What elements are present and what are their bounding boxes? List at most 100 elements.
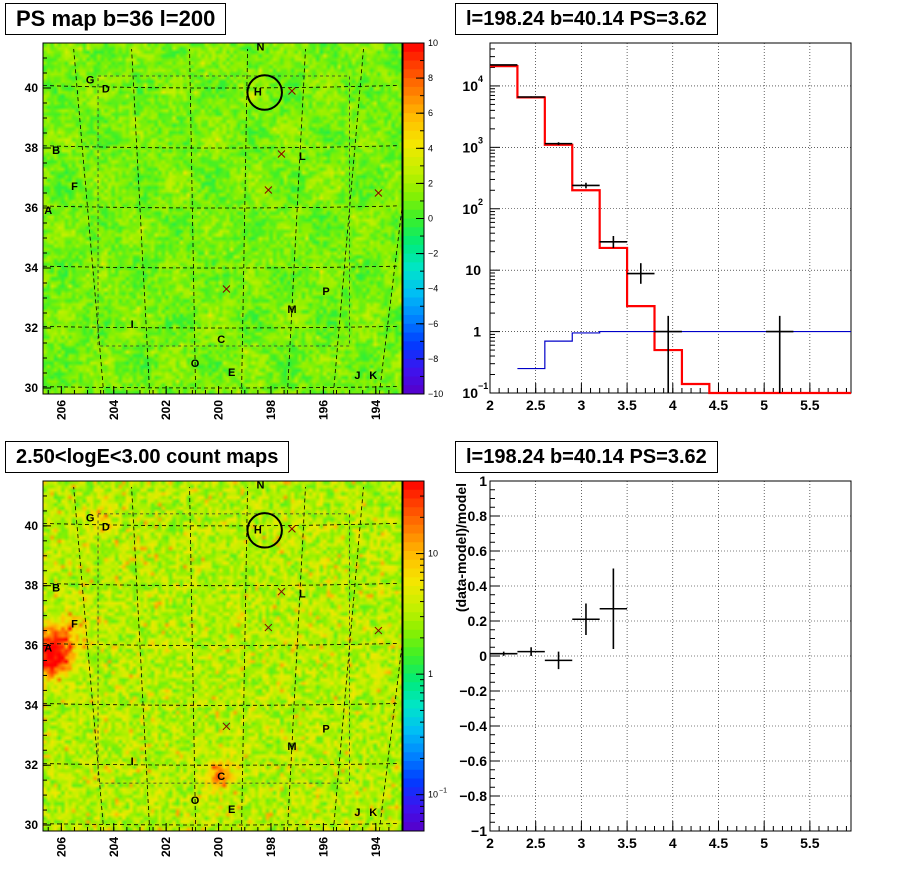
- cross-marker: [374, 626, 383, 635]
- y-tick-label: 10: [462, 78, 478, 94]
- colorbar-segment: [403, 157, 424, 167]
- source-label: A: [44, 205, 52, 217]
- y-tick-label: 0.6: [468, 543, 488, 559]
- colorbar-segment: [403, 612, 424, 622]
- colorbar-segment: [403, 244, 424, 255]
- colorbar-segment: [403, 130, 424, 141]
- colorbar-segment: [403, 148, 424, 158]
- x-tick-label: 202: [159, 400, 173, 420]
- cross-marker: [374, 189, 383, 197]
- colorbar-segment: [403, 78, 424, 88]
- colorbar-segment: [403, 121, 424, 132]
- grid-longitude-line: [241, 486, 248, 832]
- colorbar-segment: [403, 95, 424, 105]
- colorbar-segment: [403, 323, 424, 334]
- map-pixels: [43, 481, 402, 831]
- grid-latitude-line: [42, 386, 397, 389]
- colorbar-segment: [403, 682, 424, 692]
- colorbar-segment: [403, 209, 424, 219]
- colorbar-segment: [403, 673, 424, 683]
- colorbar-segment: [403, 813, 424, 823]
- source-label: C: [217, 334, 225, 346]
- grid-latitude-line: [42, 145, 397, 149]
- x-tick-label: 196: [316, 837, 330, 857]
- grid-longitude-line: [73, 48, 105, 395]
- x-tick-label: 198: [264, 400, 278, 420]
- x-tick-label: 5: [760, 835, 768, 851]
- y-tick-label: 1: [479, 473, 487, 489]
- y-tick-exponent: −1: [478, 381, 488, 391]
- x-tick-label: 5.5: [800, 397, 820, 413]
- x-tick-label: 2: [486, 397, 494, 413]
- count-map-panel: N GD H B L F A P M I C O E J K 206 204 202 200 198 196 194 30 3…: [25, 479, 447, 857]
- cross-marker: [288, 87, 296, 95]
- source-label: A: [44, 643, 52, 655]
- colorbar-segment: [403, 621, 424, 631]
- colorbar-tick-label: 4: [428, 143, 433, 153]
- colorbar-segment: [403, 367, 424, 377]
- colorbar-segment: [403, 218, 424, 228]
- colorbar-tick-label: −4: [428, 284, 438, 294]
- x-tick-label: 206: [54, 400, 68, 420]
- grid: [490, 481, 851, 831]
- y-axis-label: (data-model)/model: [453, 483, 469, 612]
- x-tick-label: 5: [760, 397, 768, 413]
- colorbar-segment: [403, 559, 424, 569]
- x-tick-label: 194: [369, 400, 383, 420]
- y-tick-label: −0.2: [459, 683, 487, 699]
- x-tick-label: 3.5: [617, 397, 637, 413]
- x-tick-label: 3: [577, 397, 585, 413]
- y-tick-label: 34: [25, 261, 39, 275]
- colorbar-segment: [403, 139, 424, 149]
- colorbar-segment: [403, 489, 424, 499]
- x-tick-label: 4: [669, 835, 677, 851]
- cross-marker: [277, 150, 286, 158]
- y-tick-label: 0.2: [468, 613, 488, 629]
- colorbar-segment: [403, 516, 424, 526]
- grid-latitude-line: [42, 326, 397, 329]
- colorbar-segment: [403, 542, 424, 552]
- source-label: O: [191, 358, 200, 370]
- spectrum-title: l=198.24 b=40.14 PS=3.62: [455, 3, 718, 35]
- source-label: D: [102, 84, 110, 96]
- colorbar-segment: [403, 253, 424, 263]
- y-tick-label: 1: [473, 324, 481, 340]
- colorbar-segment: [403, 200, 424, 211]
- colorbar-segment: [403, 761, 424, 771]
- source-label: K: [369, 807, 377, 819]
- map-frame: [42, 480, 403, 832]
- colorbar-segment: [403, 743, 424, 753]
- source-label: E: [228, 367, 235, 379]
- colorbar-tick-label: 6: [428, 108, 433, 118]
- source-label: O: [191, 795, 200, 807]
- y-tick-label: 0.8: [468, 508, 488, 524]
- colorbar-tick-label: −6: [428, 319, 438, 329]
- y-tick-label: 40: [25, 81, 39, 95]
- colorbar-segment: [403, 568, 424, 578]
- grid-latitude-line: [42, 583, 397, 587]
- y-tick-label: 34: [25, 698, 39, 712]
- colorbar-segment: [403, 603, 424, 613]
- x-tick-label: 3.5: [617, 835, 637, 851]
- colorbar-tick-exponent: −1: [439, 788, 447, 795]
- grid-latitude-line: [42, 205, 397, 209]
- cross-marker: [264, 186, 273, 194]
- source-label: K: [369, 370, 377, 382]
- selection-circle: [246, 74, 283, 111]
- colorbar-segment: [403, 341, 424, 351]
- grid-longitude-line: [73, 486, 105, 832]
- x-tick-label: 200: [212, 400, 226, 420]
- grid-longitude-line: [189, 486, 196, 832]
- x-tick-label: 200: [212, 837, 226, 857]
- source-label: M: [287, 741, 296, 753]
- coordinate-grid: [42, 486, 422, 832]
- ps-map-title: PS map b=36 l=200: [5, 3, 227, 35]
- colorbar-segment: [403, 262, 424, 272]
- colorbar-segment: [403, 638, 424, 648]
- x-tick-label: 2: [486, 835, 494, 851]
- grid-latitude-line: [42, 823, 397, 826]
- colorbar-segment: [403, 236, 424, 246]
